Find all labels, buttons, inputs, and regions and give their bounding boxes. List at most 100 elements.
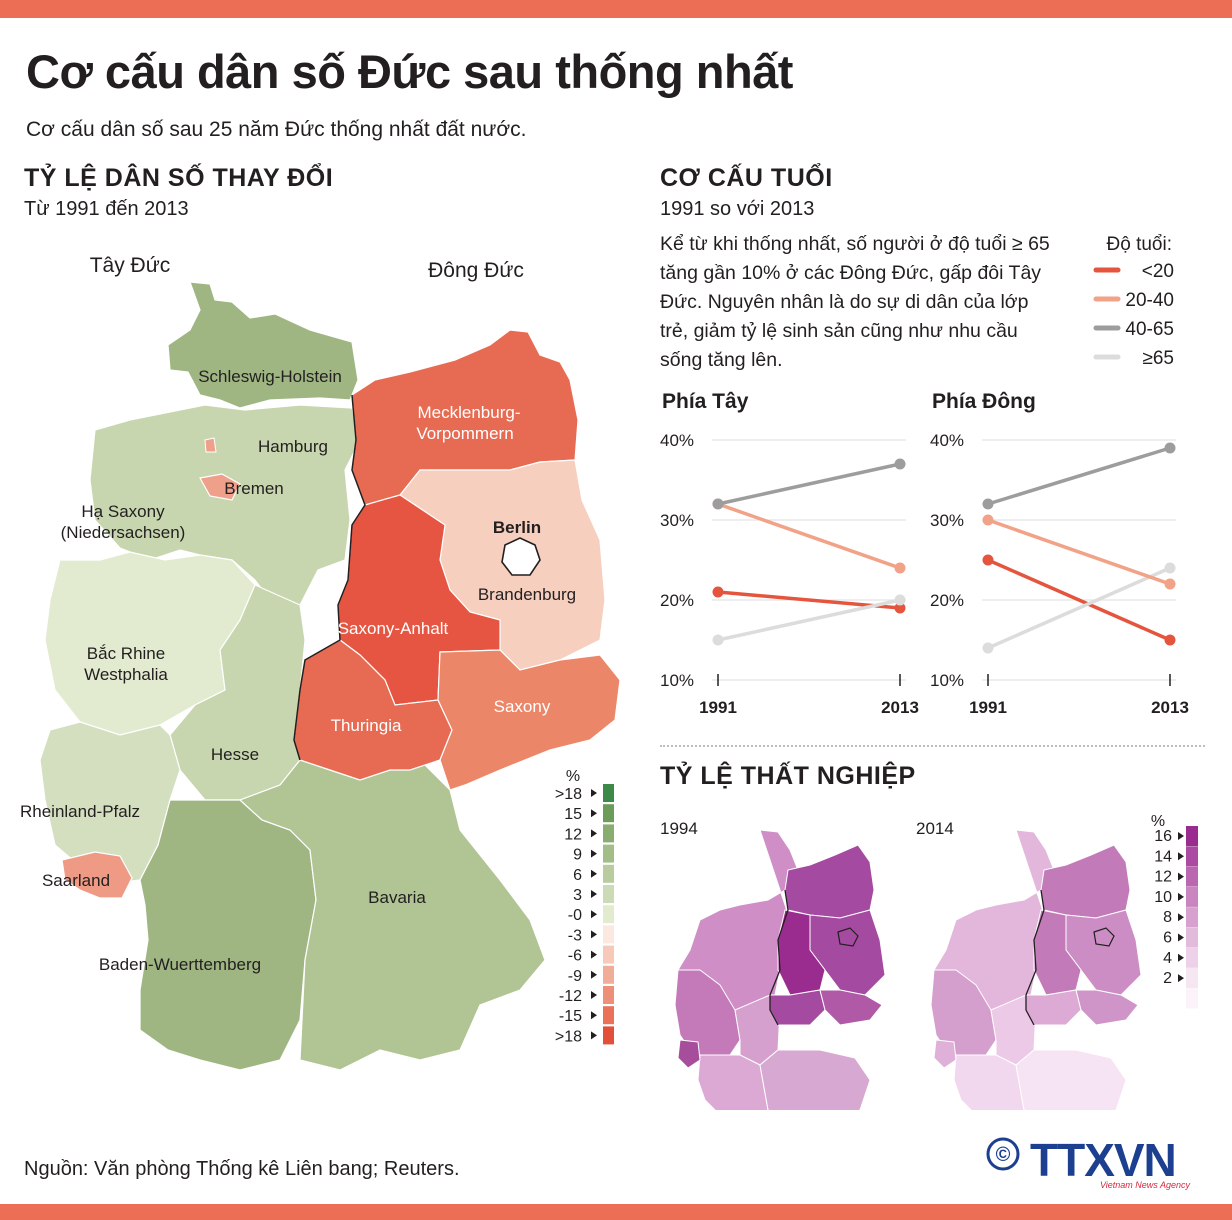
series-point: [894, 458, 906, 470]
pop-legend-swatch: [603, 945, 614, 964]
pop-legend-arrow: [591, 789, 597, 797]
label-hamburg: Hamburg: [258, 437, 328, 456]
u1994-border: [769, 889, 789, 1026]
copyright-symbol: ©: [996, 1144, 1011, 1166]
pop-legend-label: 6: [573, 867, 582, 884]
chart-title: Phía Tây: [662, 390, 749, 413]
age-structure-period: 1991 so với 2013: [660, 198, 815, 220]
series-point: [1164, 442, 1176, 454]
x-tick-label: 1991: [969, 698, 1007, 717]
section-divider: [660, 745, 1205, 747]
pop-legend-label: >18: [555, 786, 582, 803]
page-title: Cơ cấu dân số Đức sau thống nhất: [26, 45, 793, 98]
age-legend: Độ tuổi: <20 20-40 40-65 ≥65: [1093, 234, 1174, 369]
chart-west: Phía Tây 40% 30% 20% 10% 1991 2013: [660, 390, 919, 717]
age-structure-heading: CƠ CẤU TUỔI: [660, 164, 833, 192]
pop-legend-swatch: [603, 844, 614, 863]
x-tick-label: 2013: [1151, 698, 1189, 717]
state-bremen-haven: [204, 437, 217, 453]
unemp-legend-label: 2: [1163, 970, 1172, 987]
series-line-≥65: [987, 566, 1171, 650]
pop-legend-arrow: [591, 849, 597, 858]
series-point: [982, 642, 994, 654]
label-mecklenburg: Mecklenburg-: [418, 403, 521, 422]
series-point: [982, 498, 994, 510]
label-bavaria: Bavaria: [368, 888, 426, 907]
pop-legend-label: >18: [555, 1028, 582, 1045]
unemp-legend-swatch: [1186, 927, 1198, 948]
unemp-legend-arrow: [1178, 974, 1184, 983]
pop-legend-swatch: [603, 905, 614, 924]
unemp-legend-swatch: [1186, 826, 1198, 846]
series-point: [894, 602, 906, 614]
unemp-legend-swatch: [1186, 866, 1198, 887]
series-line-40-65: [717, 462, 901, 506]
unemployment-legend-unit: %: [1151, 813, 1165, 830]
unemp-legend-swatch: [1186, 988, 1198, 1009]
population-change-period: Từ 1991 đến 2013: [24, 198, 189, 220]
pop-legend-label: 3: [573, 887, 582, 904]
unemp-legend-arrow: [1178, 913, 1184, 922]
y-tick-label: 10%: [660, 671, 694, 690]
label-baden-wuerttemberg: Baden-Wuerttemberg: [99, 955, 261, 974]
u2014-berlin: [1093, 927, 1115, 947]
unemp-legend-arrow: [1178, 892, 1184, 901]
pop-legend-swatch: [603, 925, 614, 944]
label-rhineland-palatinate: Rheinland-Pfalz: [20, 802, 140, 821]
chart-title: Phía Đông: [932, 390, 1036, 413]
unemployment-maps: 1994 2014 % 16 14 12 10 8 6 4 2: [660, 813, 1198, 1110]
unemp-legend-swatch: [1186, 947, 1198, 968]
pop-legend-label: -9: [568, 968, 582, 985]
map-2014: [930, 829, 1142, 1110]
series-point: [712, 586, 724, 598]
unemp-legend-label: 16: [1154, 828, 1172, 845]
pop-legend-unit: %: [566, 768, 580, 785]
page-subtitle: Cơ cấu dân số sau 25 năm Đức thống nhất …: [26, 118, 527, 141]
label-bremen: Bremen: [224, 479, 284, 498]
unemp-legend-label: 12: [1154, 869, 1172, 886]
state-berlin: [501, 537, 541, 576]
series-point: [982, 514, 994, 526]
pop-legend-swatch: [603, 1006, 614, 1025]
age-legend-label: <20: [1142, 261, 1174, 282]
label-east: Đông Đức: [428, 259, 524, 282]
unemp-legend-swatch: [1186, 886, 1198, 907]
pop-legend-swatch: [603, 804, 614, 823]
pop-legend-label: -12: [559, 988, 582, 1005]
y-tick-label: 30%: [660, 511, 694, 530]
label-berlin: Berlin: [493, 518, 541, 537]
u1994-saarland: [677, 1039, 701, 1069]
u2014-east-north: [1040, 844, 1131, 919]
u2014-east-saxony: [1075, 989, 1139, 1026]
pop-legend-arrow: [591, 910, 597, 919]
u2014-east-thuringia: [1025, 989, 1082, 1026]
unemployment-year-1994: 1994: [660, 819, 698, 838]
inner-german-border: [293, 394, 366, 761]
pop-legend-arrow: [591, 991, 597, 999]
u1994-berlin: [837, 927, 859, 947]
population-change-map: Tây Đức Đông Đức Schleswig-Holstein Hamb…: [20, 254, 621, 1071]
series-point: [982, 554, 994, 566]
series-point: [712, 498, 724, 510]
state-saxony: [437, 649, 621, 791]
unemp-legend-arrow: [1178, 933, 1184, 942]
population-change-heading: TỶ LỆ DÂN SỐ THAY ĐỔI: [24, 164, 334, 192]
pop-legend-swatch: [603, 965, 614, 984]
pop-legend-label: 15: [564, 806, 582, 823]
source-note: Nguồn: Văn phòng Thống kê Liên bang; Reu…: [24, 1158, 460, 1180]
pop-legend-arrow: [591, 970, 597, 979]
label-saarland: Saarland: [42, 871, 110, 890]
x-tick-label: 2013: [881, 698, 919, 717]
series-point: [1164, 634, 1176, 646]
ttxvn-logo: © TTXVN Vietnam News Agency: [986, 1134, 1190, 1190]
u1994-south-west: [697, 1054, 769, 1110]
u2014-border: [1025, 889, 1045, 1026]
pop-legend-arrow: [591, 950, 597, 959]
u2014-south-west: [953, 1054, 1025, 1110]
series-line-40-65: [987, 446, 1171, 506]
pop-legend-swatch: [603, 824, 614, 843]
y-tick-label: 20%: [660, 591, 694, 610]
bottom-accent-bar: [0, 1204, 1232, 1220]
pop-legend-swatch: [603, 784, 614, 802]
y-tick-label: 40%: [660, 431, 694, 450]
